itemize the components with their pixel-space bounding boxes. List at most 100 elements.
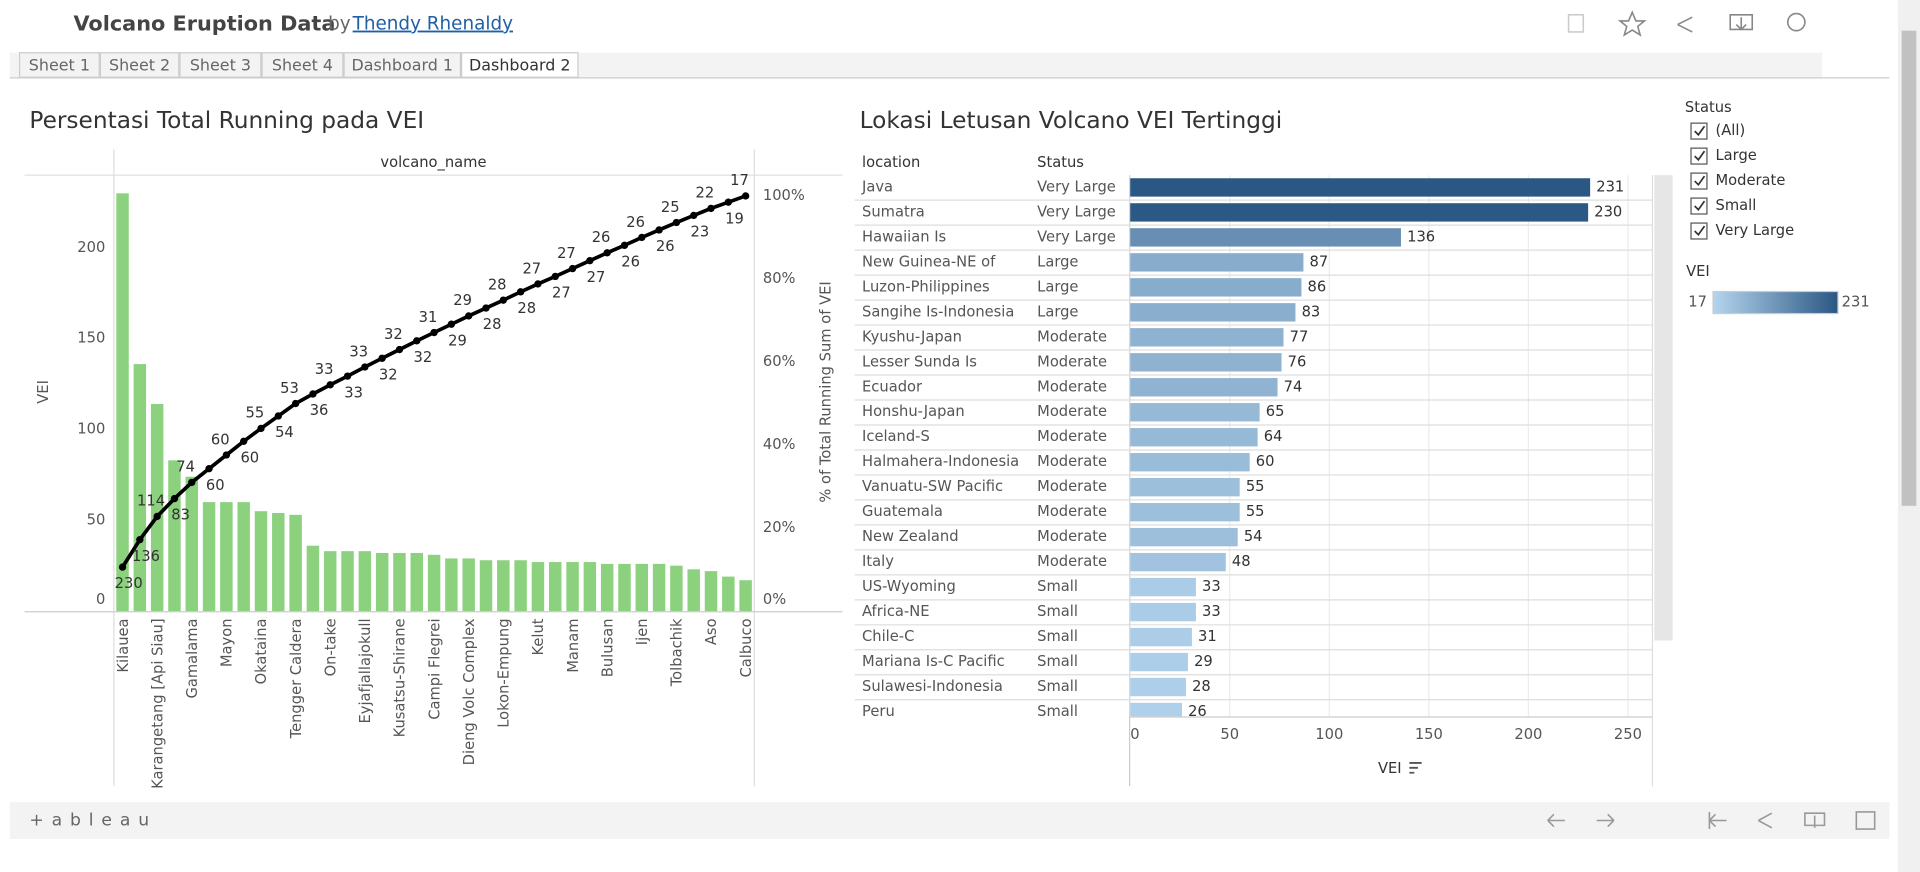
chart-scrollbar[interactable]: [1654, 175, 1673, 641]
status-cell: Moderate: [1037, 553, 1107, 570]
bar-value-label: 26: [656, 238, 675, 255]
bar: [635, 563, 649, 612]
bar: [1130, 577, 1196, 597]
y2-axis-label: % of Total Running Sum of VEI: [818, 281, 835, 502]
tab[interactable]: [343, 52, 462, 78]
bar-value-label: 87: [1310, 253, 1329, 270]
scrollbar-thumb[interactable]: [1901, 30, 1917, 506]
checkbox[interactable]: [1690, 172, 1708, 190]
share-icon[interactable]: [1757, 812, 1773, 829]
line-point: [586, 257, 594, 265]
bar-value-label: 28: [517, 300, 536, 317]
bar-value-label: 26: [592, 229, 611, 246]
line-point: [672, 218, 681, 227]
line-point: [551, 272, 559, 281]
redo-icon[interactable]: [1596, 813, 1615, 828]
bar: [1130, 403, 1260, 422]
x-tick-label: Lokon-Empung: [496, 618, 513, 727]
bar-value-label: 74: [176, 459, 195, 476]
bar: [687, 569, 700, 612]
tab-label[interactable]: Sheet 1: [29, 56, 90, 75]
download-icon[interactable]: [1729, 13, 1754, 31]
filter-option[interactable]: Large: [1716, 147, 1757, 164]
checkmark: [1694, 125, 1706, 137]
status-cell: Very Large: [1037, 228, 1116, 245]
bar: [1130, 203, 1589, 222]
reset-icon[interactable]: [1708, 811, 1727, 830]
location-cell: Chile-C: [862, 628, 914, 645]
y2-tick-label: 20%: [763, 519, 796, 536]
filter-option[interactable]: Small: [1716, 197, 1757, 214]
bar: [237, 502, 250, 612]
bar-value-label: 33: [344, 384, 363, 401]
checkbox[interactable]: [1690, 147, 1708, 165]
location-cell: US-Wyoming: [862, 578, 956, 595]
bar-value-label: 53: [280, 380, 299, 397]
filter-option[interactable]: Moderate: [1716, 172, 1786, 189]
favorite-icon[interactable]: [1617, 10, 1647, 37]
copy-icon[interactable]: [1567, 13, 1585, 33]
tab[interactable]: [179, 52, 262, 78]
checkbox[interactable]: [1690, 122, 1708, 140]
line-point: [240, 437, 248, 445]
tab[interactable]: [461, 52, 579, 78]
bar: [116, 193, 129, 612]
tab-label[interactable]: Sheet 4: [272, 56, 333, 75]
author-link[interactable]: Thendy Rhenaldy: [352, 14, 513, 35]
workbook-title: Volcano Eruption Data: [73, 12, 335, 36]
filter-option[interactable]: (All): [1716, 122, 1746, 139]
status-cell: Large: [1037, 253, 1078, 270]
bar: [566, 562, 579, 612]
bar-value-label: 32: [414, 349, 433, 366]
bar-value-label: 29: [448, 332, 467, 349]
location-cell: Kyushu-Japan: [862, 328, 962, 345]
checkmark: [1694, 175, 1706, 187]
badge-icon[interactable]: [1786, 12, 1806, 32]
tab[interactable]: [18, 52, 100, 78]
tab-label[interactable]: Sheet 3: [190, 56, 251, 75]
undo-icon[interactable]: [1547, 813, 1565, 828]
bar: [1130, 278, 1302, 297]
tab-label[interactable]: Dashboard 2: [469, 56, 570, 75]
bar-value-label: 83: [1302, 303, 1321, 320]
x-tick-label: Tengger Caldera: [288, 618, 305, 739]
checkbox[interactable]: [1690, 197, 1708, 215]
line-point: [430, 328, 438, 337]
fullscreen-icon[interactable]: [1855, 811, 1876, 830]
status-filter: (All) Large Moderate Small Very Large: [1690, 122, 1795, 240]
share-icon[interactable]: [1677, 16, 1693, 33]
bar: [479, 560, 493, 612]
checkbox[interactable]: [1690, 222, 1708, 240]
tab[interactable]: [261, 52, 344, 78]
line-point: [361, 363, 369, 371]
location-cell: Africa-NE: [862, 603, 929, 620]
toolbar-icons: [1567, 10, 1806, 37]
bar-value-label: 17: [730, 172, 749, 189]
bar-value-label: 60: [211, 431, 230, 448]
bar: [1130, 228, 1401, 247]
bar: [1130, 677, 1186, 697]
x-tick-label: Mayon: [219, 618, 236, 667]
line-point: [326, 381, 334, 389]
tableau-logo[interactable]: + a b l e a u: [29, 810, 150, 830]
tab[interactable]: [99, 52, 180, 78]
sort-icon[interactable]: [1409, 762, 1422, 774]
bar-value-label: 26: [1188, 703, 1207, 720]
bar: [324, 551, 337, 612]
bar-value-label: 60: [240, 449, 259, 466]
line-point: [499, 296, 507, 304]
tab-label[interactable]: Dashboard 1: [352, 56, 453, 75]
bar: [1130, 702, 1182, 717]
bar-value-label: 74: [1284, 378, 1303, 395]
line-point: [655, 226, 663, 234]
bar-value-label: 29: [453, 292, 472, 309]
tab-label[interactable]: Sheet 2: [109, 56, 170, 75]
chart-title: Persentasi Total Running pada VEI: [29, 107, 424, 134]
location-cell: Luzon-Philippines: [862, 278, 990, 295]
line-point: [153, 512, 161, 521]
line-point: [222, 451, 231, 459]
bar: [427, 554, 441, 612]
download-icon[interactable]: [1804, 812, 1826, 828]
filter-option[interactable]: Very Large: [1716, 222, 1795, 239]
bar: [150, 404, 164, 612]
